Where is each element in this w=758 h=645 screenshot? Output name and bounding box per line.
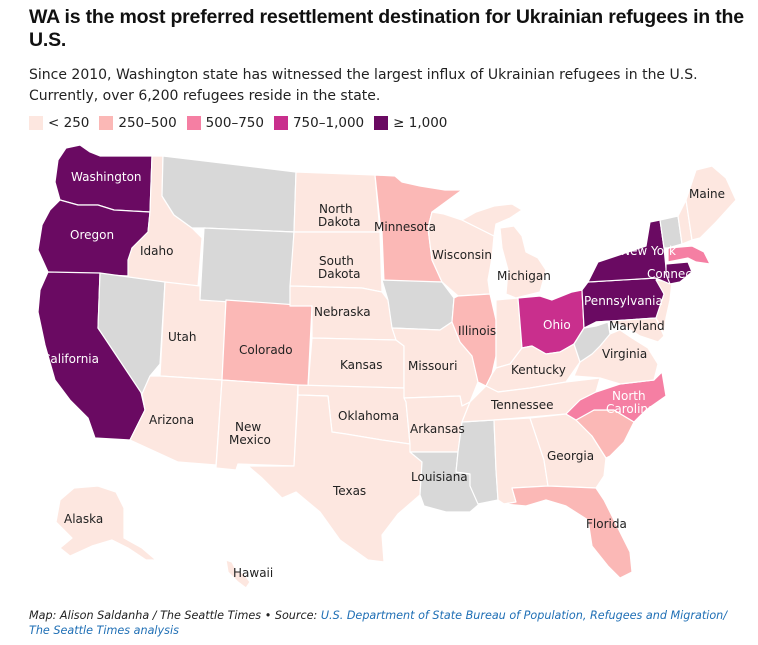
state-wisconsin[interactable]	[427, 211, 495, 297]
label-illinois: Illinois	[458, 324, 496, 338]
label-new-york: New York	[621, 244, 676, 258]
label-new-mexico-1: New	[235, 420, 261, 434]
legend-item-under-250: < 250	[29, 115, 89, 131]
state-wyoming[interactable]	[199, 227, 295, 307]
state-west-virginia[interactable]	[573, 321, 611, 363]
state-delaware-nj[interactable]	[655, 279, 673, 335]
label-new-mexico-2: Mexico	[229, 433, 271, 447]
chart-title: WA is the most preferred resettlement de…	[29, 6, 744, 51]
state-hawaii[interactable]	[225, 559, 251, 589]
label-north-carolina-1: North	[612, 389, 646, 403]
label-minnesota: Minnesota	[374, 220, 436, 234]
label-wisconsin: Wisconsin	[432, 248, 492, 262]
label-hawaii: Hawaii	[233, 566, 273, 580]
state-maine[interactable]	[685, 165, 737, 241]
label-nebraska: Nebraska	[314, 305, 371, 319]
state-north-carolina[interactable]	[565, 371, 667, 423]
legend-item-750-1000: 750–1,000	[273, 115, 365, 131]
legend-swatch	[99, 116, 114, 130]
legend-label: ≥ 1,000	[393, 115, 448, 131]
credit-text: Map: Alison Saldanha / The Seattle Times…	[29, 609, 321, 622]
state-connecticut-ri[interactable]	[665, 261, 693, 285]
label-north-dakota-1: North	[319, 202, 353, 216]
label-arizona: Arizona	[149, 413, 194, 427]
label-utah: Utah	[168, 330, 196, 344]
state-michigan-upper[interactable]	[461, 203, 523, 237]
state-vermont[interactable]	[659, 215, 683, 249]
label-oklahoma: Oklahoma	[338, 409, 399, 423]
label-kansas: Kansas	[340, 358, 382, 372]
label-arkansas: Arkansas	[410, 422, 465, 436]
source-link[interactable]: U.S. Department of State Bureau of Popul…	[29, 609, 728, 637]
legend-item-500-750: 500–750	[186, 115, 264, 131]
label-georgia: Georgia	[547, 449, 594, 463]
label-kentucky: Kentucky	[511, 363, 566, 377]
legend-label: 250–500	[118, 115, 177, 131]
label-maryland: Maryland	[609, 319, 665, 333]
state-alaska[interactable]	[55, 485, 157, 561]
legend-label: 750–1,000	[292, 115, 365, 131]
label-tennessee: Tennessee	[490, 398, 554, 412]
label-north-carolina-2: Carolina	[606, 402, 655, 416]
state-montana[interactable]	[161, 155, 297, 233]
legend-swatch	[374, 116, 389, 130]
source-footer: Map: Alison Saldanha / The Seattle Times…	[29, 608, 749, 638]
label-virginia: Virginia	[602, 347, 647, 361]
legend-item-250-500: 250–500	[99, 115, 177, 131]
state-iowa[interactable]	[381, 279, 455, 331]
label-california: California	[42, 352, 99, 366]
state-tennessee[interactable]	[461, 377, 601, 423]
label-missouri: Missouri	[408, 359, 457, 373]
label-pennsylvania: Pennsylvania	[584, 294, 663, 308]
chart-subtitle: Since 2010, Washington state has witness…	[29, 67, 698, 104]
label-alaska: Alaska	[64, 512, 103, 526]
label-texas: Texas	[332, 484, 366, 498]
label-south-dakota-1: South	[319, 254, 354, 268]
legend-label: 500–750	[205, 115, 264, 131]
label-south-dakota-2: Dakota	[318, 267, 361, 281]
legend-label: < 250	[48, 115, 90, 131]
label-colorado: Colorado	[239, 343, 293, 357]
legend-swatch	[186, 116, 201, 130]
legend-swatch	[29, 116, 43, 130]
label-maine: Maine	[689, 187, 725, 201]
label-washington: Washington	[71, 170, 142, 184]
state-massachusetts[interactable]	[667, 245, 711, 265]
state-michigan-lower[interactable]	[499, 225, 547, 299]
label-michigan: Michigan	[497, 269, 551, 283]
us-choropleth-map: Washington Oregon California Idaho Utah …	[37, 144, 737, 589]
state-florida[interactable]	[503, 485, 633, 579]
legend-item-over-1000: ≥ 1,000	[374, 115, 447, 131]
label-louisiana: Louisiana	[411, 470, 468, 484]
label-idaho: Idaho	[140, 244, 173, 258]
state-texas[interactable]	[247, 394, 423, 563]
legend-swatch	[273, 116, 288, 130]
label-florida: Florida	[586, 517, 627, 531]
label-ohio: Ohio	[543, 318, 571, 332]
state-illinois[interactable]	[451, 293, 497, 387]
label-connecticut: Connecticut	[647, 267, 719, 281]
legend: < 250 250–500 500–750 750–1,000 ≥ 1,000	[29, 113, 457, 133]
label-north-dakota-2: Dakota	[318, 215, 361, 229]
label-oregon: Oregon	[70, 228, 114, 242]
